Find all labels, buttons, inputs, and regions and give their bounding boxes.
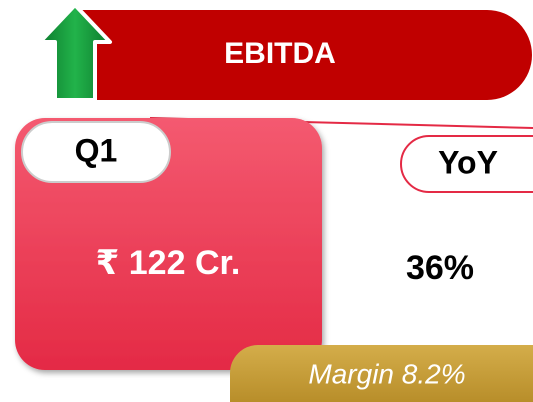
card-value: ₹ 122 Cr. xyxy=(96,244,241,282)
period-pill xyxy=(21,121,171,183)
header-banner xyxy=(70,10,532,100)
period-label: Q1 xyxy=(75,132,118,168)
yoy-label: YoY xyxy=(438,144,498,180)
yoy-value: 36% xyxy=(406,249,474,287)
margin-pill xyxy=(230,345,533,402)
yoy-pill xyxy=(400,135,533,193)
header-title: EBITDA xyxy=(224,37,336,70)
up-arrow xyxy=(38,3,112,102)
margin-label: Margin 8.2% xyxy=(308,358,465,389)
